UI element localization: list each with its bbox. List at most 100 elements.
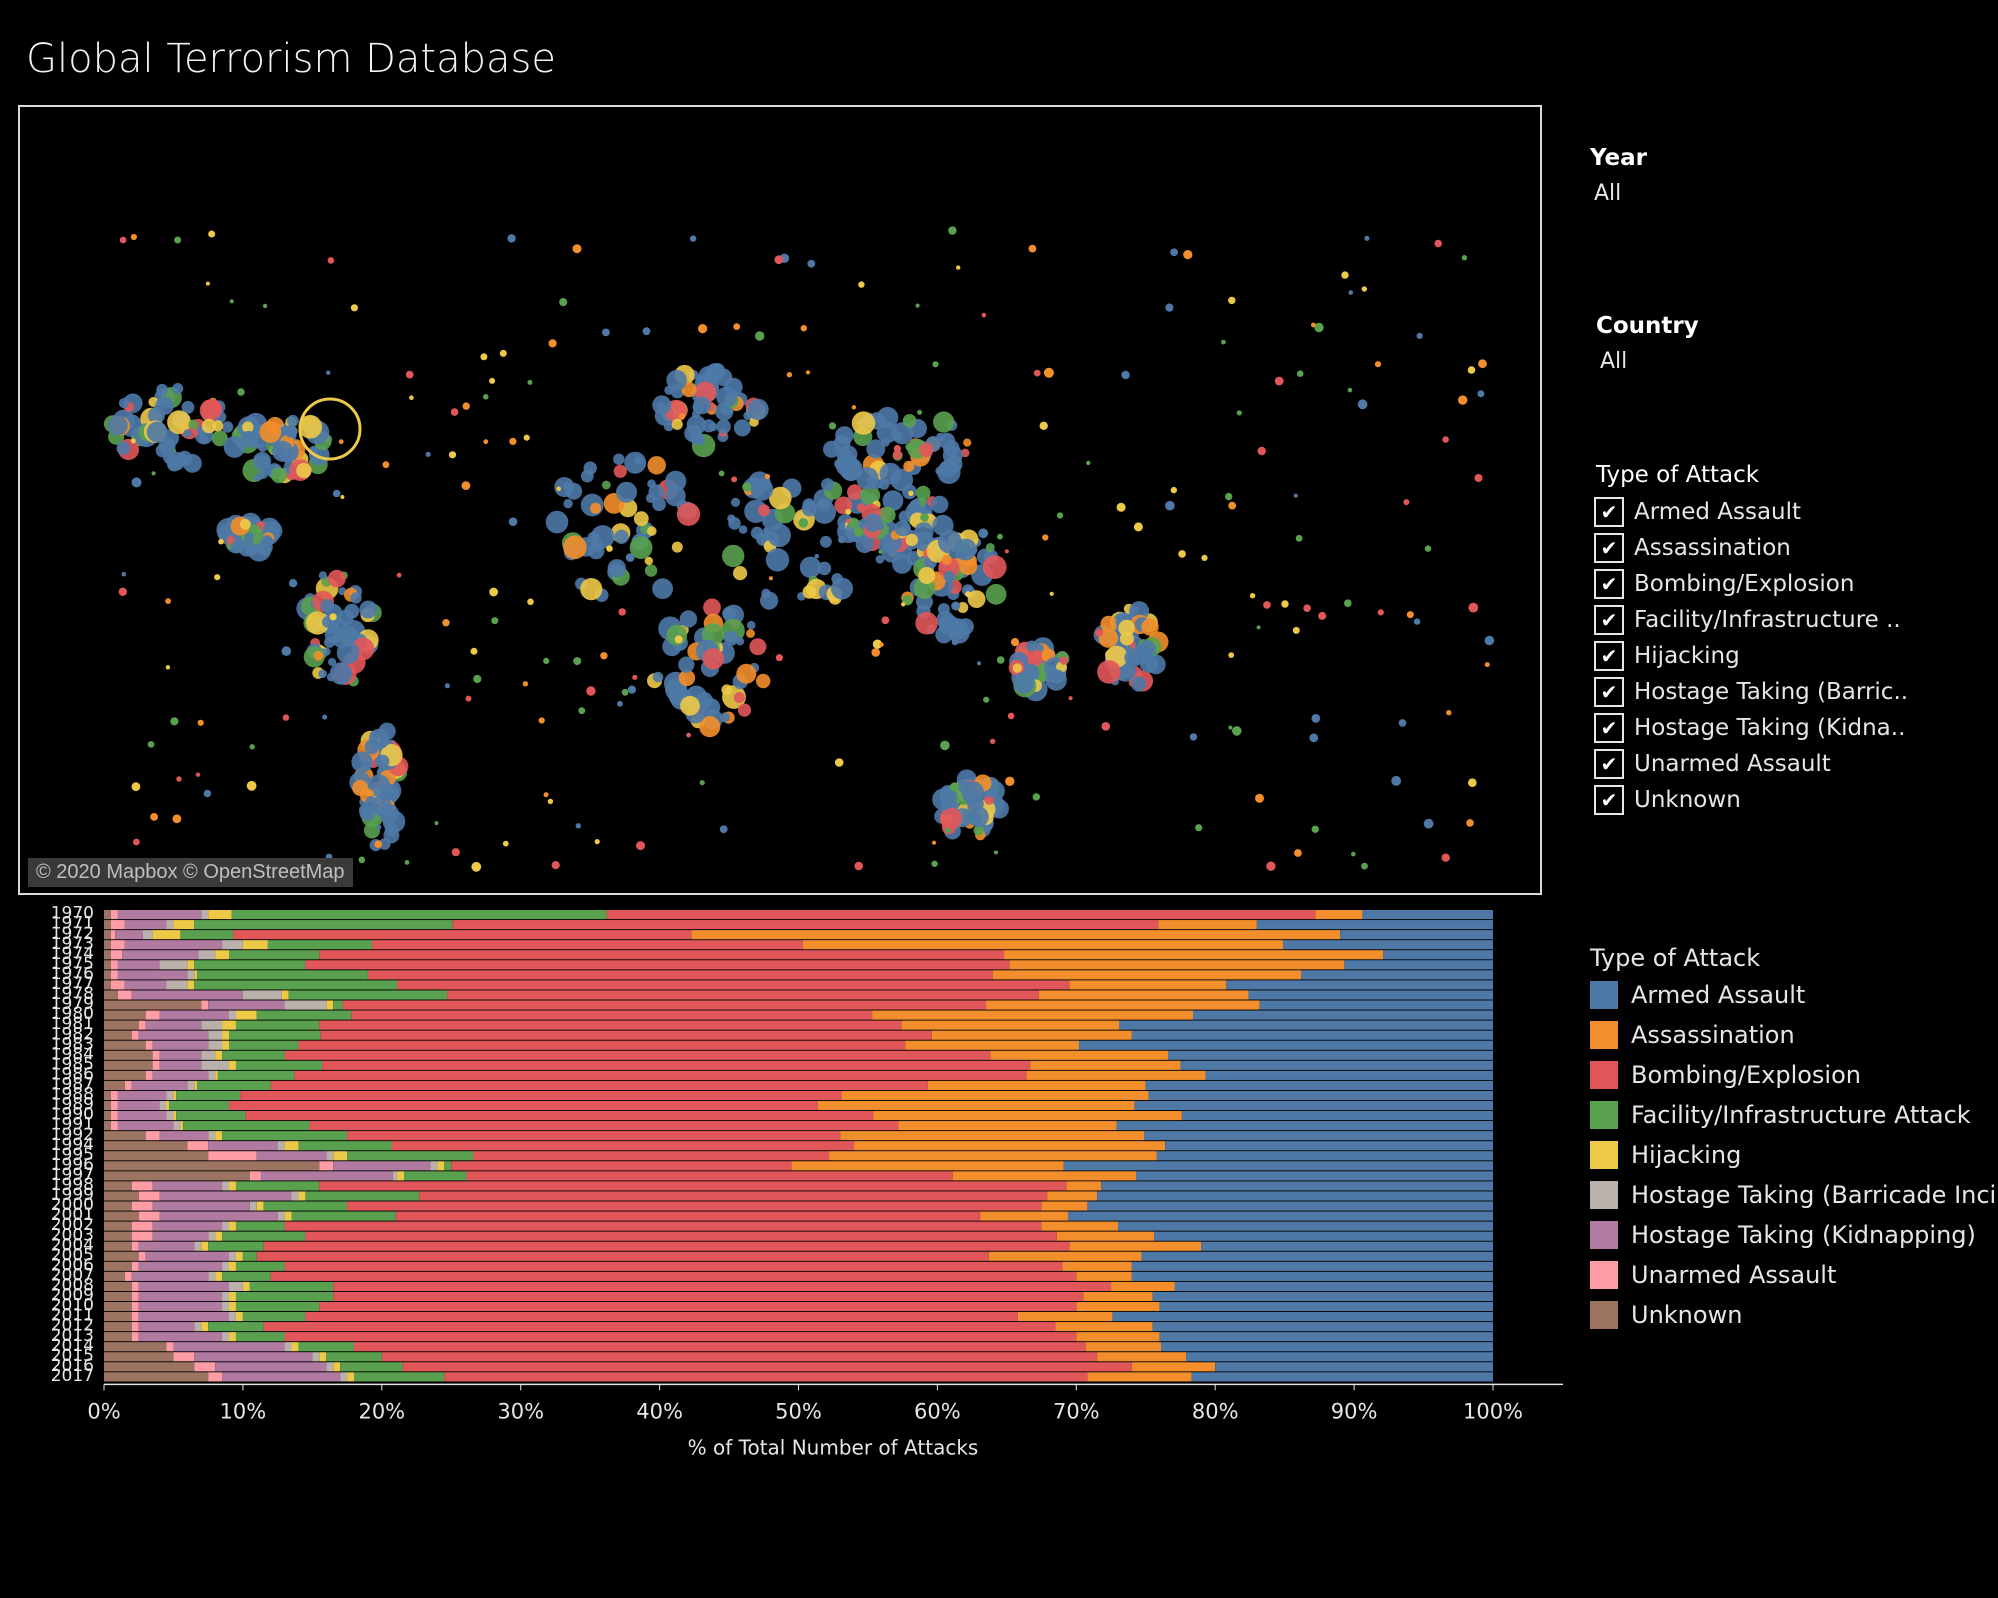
bar-segment[interactable] [1134,1100,1493,1111]
bar-segment[interactable] [104,1161,320,1171]
bar-segment[interactable] [1041,1201,1088,1211]
bar-segment[interactable] [110,970,118,980]
bar-segment[interactable] [198,950,216,960]
bar-segment[interactable] [284,1000,327,1010]
bar-segment[interactable] [138,1251,146,1261]
bar-segment[interactable] [229,1060,236,1070]
bar-segment[interactable] [138,1261,223,1271]
bar-segment[interactable] [104,930,111,940]
bar-segment[interactable] [347,1131,841,1141]
bar-segment[interactable] [288,990,448,1000]
bar-segment[interactable] [176,1090,241,1101]
bar-segment[interactable] [1192,1010,1493,1020]
bar-segment[interactable] [131,1281,139,1291]
bar-segment[interactable] [1248,990,1493,1000]
bar-segment[interactable] [104,1301,132,1312]
bar-segment[interactable] [215,1131,223,1141]
bar-segment[interactable] [104,1100,111,1111]
bar-segment[interactable] [115,930,143,940]
checkbox[interactable]: ✔ [1594,713,1624,743]
bar-segment[interactable] [187,1141,209,1151]
bar-segment[interactable] [391,1141,855,1151]
bar-segment[interactable] [381,1352,1098,1362]
bar-segment[interactable] [173,920,195,930]
checkbox[interactable]: ✔ [1594,497,1624,527]
bar-segment[interactable] [124,940,223,950]
bar-segment[interactable] [138,1312,229,1322]
bar-segment[interactable] [395,1211,981,1221]
bar-segment[interactable] [131,1241,139,1251]
bar-segment[interactable] [208,1000,285,1010]
bar-segment[interactable] [159,1211,278,1221]
bar-segment[interactable] [173,1090,177,1101]
bar-segment[interactable] [1154,1231,1493,1241]
bar-segment[interactable] [222,1050,285,1060]
bar-segment[interactable] [180,1121,184,1131]
bar-segment[interactable] [326,1362,334,1372]
attack-filter-option[interactable]: ✔ Bombing/Explosion [1594,566,1908,602]
bar-segment[interactable] [131,1291,139,1302]
bar-segment[interactable] [131,1301,139,1312]
bar-segment[interactable] [305,1191,420,1201]
bar-segment[interactable] [187,1080,195,1090]
bar-segment[interactable] [840,1131,1145,1141]
bar-segment[interactable] [235,1060,323,1070]
bar-segment[interactable] [208,1372,223,1382]
bar-segment[interactable] [231,910,607,920]
bar-segment[interactable] [152,1050,160,1060]
bar-segment[interactable] [208,910,232,920]
bar-segment[interactable] [235,1312,243,1322]
attack-filter-option[interactable]: ✔ Hostage Taking (Kidna.. [1594,710,1908,746]
bar-segment[interactable] [235,1010,257,1020]
bar-segment[interactable] [201,1241,209,1251]
bar-segment[interactable] [437,1161,445,1171]
bar-segment[interactable] [194,920,453,930]
bar-segment[interactable] [104,1181,132,1191]
bar-segment[interactable] [104,1211,139,1221]
bar-segment[interactable] [1131,1362,1216,1372]
bar-segment[interactable] [152,1201,250,1211]
bar-segment[interactable] [419,1191,1048,1201]
bar-segment[interactable] [444,1161,452,1171]
bar-segment[interactable] [104,1352,174,1362]
bar-segment[interactable] [992,970,1302,980]
bar-segment[interactable] [319,1161,334,1171]
bar-segment[interactable] [208,1030,223,1040]
attack-filter-option[interactable]: ✔ Unknown [1594,782,1908,818]
bar-segment[interactable] [333,1151,348,1161]
bar-segment[interactable] [104,940,111,950]
bar-segment[interactable] [430,1161,438,1171]
bar-segment[interactable] [298,1141,392,1151]
bar-segment[interactable] [1383,950,1493,960]
bar-segment[interactable] [990,1050,1168,1060]
bar-segment[interactable] [131,1271,209,1281]
bar-segment[interactable] [298,1342,355,1352]
bar-segment[interactable] [176,1111,246,1121]
bar-segment[interactable] [242,940,268,950]
bar-segment[interactable] [222,1271,271,1281]
bar-segment[interactable] [152,1231,209,1241]
bar-segment[interactable] [208,1231,216,1241]
bar-segment[interactable] [194,1241,202,1251]
bar-segment[interactable] [284,1221,1042,1231]
bar-segment[interactable] [208,1271,216,1281]
bar-segment[interactable] [1191,1372,1493,1382]
bar-segment[interactable] [138,1281,229,1291]
bar-segment[interactable] [319,1020,902,1030]
bar-segment[interactable] [201,1060,230,1070]
bar-segment[interactable] [1165,1141,1493,1151]
bar-segment[interactable] [1161,1342,1493,1352]
bar-segment[interactable] [392,1171,398,1181]
bar-segment[interactable] [340,1372,348,1382]
bar-segment[interactable] [138,1291,223,1302]
bar-segment[interactable] [898,1121,1117,1131]
bar-segment[interactable] [117,1100,160,1111]
bar-segment[interactable] [1215,1362,1493,1372]
bar-segment[interactable] [281,990,289,1000]
bar-segment[interactable] [110,1100,118,1111]
legend-item[interactable]: Armed Assault [1590,975,1998,1015]
bar-segment[interactable] [270,1080,928,1090]
bar-segment[interactable] [1283,940,1493,950]
bar-segment[interactable] [319,1301,1077,1312]
bar-segment[interactable] [104,1121,111,1131]
